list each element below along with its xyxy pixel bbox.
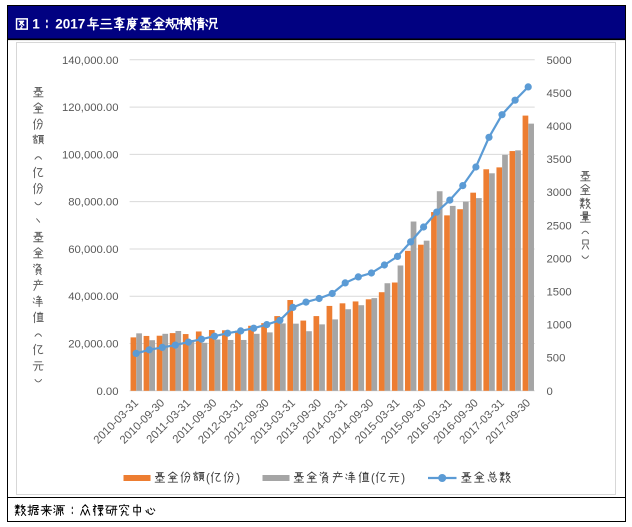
- svg-text:2017: 2017: [55, 17, 85, 32]
- svg-text:500: 500: [547, 353, 566, 365]
- svg-text:0.00: 0.00: [97, 386, 119, 398]
- svg-text:(: (: [371, 473, 375, 485]
- svg-text:1500: 1500: [547, 287, 572, 299]
- svg-text:4000: 4000: [547, 121, 572, 133]
- svg-text:(: (: [206, 473, 210, 485]
- svg-text:1: 1: [32, 17, 40, 32]
- svg-text:100,000.00: 100,000.00: [62, 149, 119, 161]
- svg-text:60,000.00: 60,000.00: [68, 244, 118, 256]
- svg-text:1000: 1000: [547, 320, 572, 332]
- svg-text:): ): [401, 473, 405, 485]
- svg-text:2500: 2500: [547, 220, 572, 232]
- svg-text:3500: 3500: [547, 154, 572, 166]
- svg-text:80,000.00: 80,000.00: [68, 197, 118, 209]
- svg-text:140,000.00: 140,000.00: [62, 55, 119, 67]
- svg-text:3000: 3000: [547, 187, 572, 199]
- svg-text:120,000.00: 120,000.00: [62, 102, 119, 114]
- svg-text:): ): [236, 473, 240, 485]
- svg-text:2000: 2000: [547, 253, 572, 265]
- svg-text:4500: 4500: [547, 88, 572, 100]
- svg-text:5000: 5000: [547, 55, 572, 67]
- svg-text:20,000.00: 20,000.00: [68, 339, 118, 351]
- svg-text:0: 0: [547, 386, 553, 398]
- svg-text:40,000.00: 40,000.00: [68, 291, 118, 303]
